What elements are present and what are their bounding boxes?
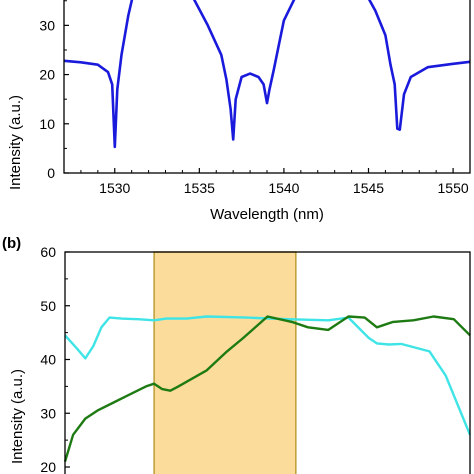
y-tick-label: 0 [47, 165, 55, 181]
x-tick-label: 1535 [184, 180, 215, 196]
cyan-series-line [64, 315, 472, 436]
panel-b-lines [63, 315, 472, 462]
panel-a-lines [63, 0, 471, 149]
partial-annotation: 1530 [362, 471, 395, 474]
spectrum-line [63, 0, 471, 149]
panel-b-label: (b) [2, 235, 21, 252]
y-tick-label: 10 [39, 116, 55, 132]
x-tick-label: 1530 [99, 180, 130, 196]
y-tick-label: 20 [40, 459, 56, 474]
y-tick-label: 30 [39, 17, 55, 33]
shaded-region [153, 251, 297, 474]
panel-a-ticks: 1530 1535 1540 1545 1550 0 10 20 30 [39, 0, 471, 196]
x-tick-label: 1545 [353, 180, 384, 196]
y-tick-label: 30 [40, 405, 56, 421]
x-tick-label: 1540 [268, 180, 299, 196]
panel-a-xlabel: Wavelength (nm) [210, 206, 324, 223]
y-tick-label: 60 [40, 244, 56, 260]
panel-b-frame [64, 251, 471, 474]
panel-a-ylabel: Intensity (a.u.) [7, 95, 24, 190]
panel-a: 1530 1535 1540 1545 1550 0 10 20 30 Intensity (a… [7, 0, 471, 223]
x-tick-label: 1550 [438, 180, 469, 196]
green-series-line [63, 315, 471, 462]
y-tick-label: 40 [40, 352, 56, 368]
y-tick-label: 50 [40, 298, 56, 314]
panel-b-ylabel: Intensity (a.u.) [9, 369, 26, 464]
y-tick-label: 20 [39, 67, 55, 83]
panel-a-frame [63, 0, 471, 174]
panel-b: 20 30 40 50 60 Intensity (a.u.) (b) 1530 [2, 235, 472, 474]
